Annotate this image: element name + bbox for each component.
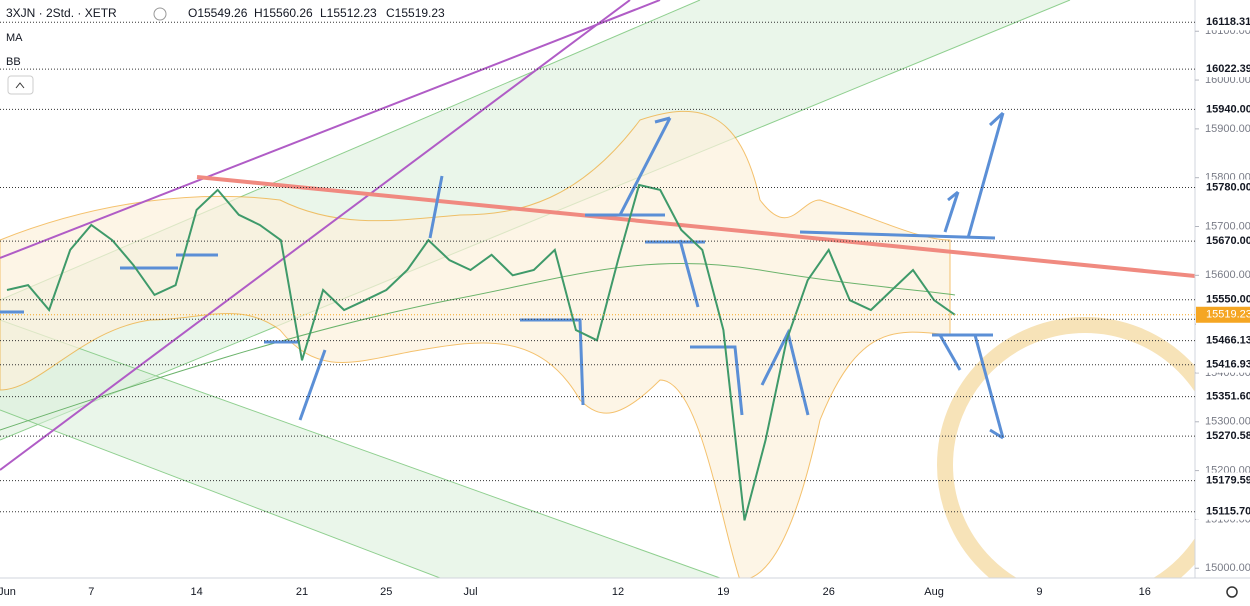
level-label: 15670.00 <box>1206 235 1250 247</box>
level-label: 15179.59 <box>1206 474 1250 486</box>
x-tick-label: 25 <box>380 586 392 598</box>
level-label-box <box>1196 101 1250 118</box>
x-tick-label: 14 <box>191 586 203 598</box>
level-label-box <box>1196 61 1250 78</box>
last-price-box <box>1196 306 1250 323</box>
symbol: 3XJN · 2Std. · XETR <box>6 6 117 20</box>
x-tick-label: Jul <box>464 586 478 598</box>
level-label-box <box>1196 388 1250 405</box>
last-price-label: 15519.23 <box>1206 309 1250 321</box>
channel-line <box>0 409 441 578</box>
level-label: 15115.70 <box>1206 506 1250 518</box>
level-label-box <box>1196 428 1250 445</box>
channel-line <box>0 319 721 578</box>
ohlc-open: O15549.26 <box>188 6 248 20</box>
resistance-line <box>196 175 1195 278</box>
x-tick-label: 26 <box>823 586 835 598</box>
plot-area <box>0 21 1195 521</box>
y-tick-label: 15000.00 <box>1205 562 1250 574</box>
level-label-box <box>1196 14 1250 31</box>
arrows <box>0 111 1005 440</box>
watermark <box>937 317 1195 578</box>
x-tick-label: 9 <box>1036 586 1042 598</box>
level-label: 15780.00 <box>1206 181 1250 193</box>
level-label-box <box>1196 472 1250 489</box>
trendline <box>0 0 631 471</box>
collapse-icon <box>15 82 25 89</box>
indicator[interactable]: MA <box>6 32 23 44</box>
indicator[interactable]: BB <box>6 56 21 68</box>
y-tick-label: 15300.00 <box>1205 416 1250 428</box>
ohlc-high: H15560.26 <box>254 6 313 20</box>
price-line <box>6 183 956 521</box>
collapse-button[interactable] <box>7 75 34 95</box>
level-label: 15466.13 <box>1206 335 1250 347</box>
level-label-box <box>1196 503 1250 520</box>
level-label: 15940.00 <box>1206 103 1250 115</box>
y-tick-label: 15600.00 <box>1205 269 1250 281</box>
level-label-box <box>1196 179 1250 196</box>
settings-dot[interactable] <box>153 7 167 21</box>
x-tick-label: 16 <box>1139 586 1151 598</box>
level-label-box <box>1196 233 1250 250</box>
x-tick-label: 12 <box>612 586 624 598</box>
level-label-box <box>1196 356 1250 373</box>
ohlc-low: L15512.23 <box>320 6 377 20</box>
x-tick-label: 7 <box>88 586 94 598</box>
level-label: 15550.00 <box>1206 294 1250 306</box>
level-label: 16118.31 <box>1206 16 1250 28</box>
ohlc-close: C15519.23 <box>386 6 445 20</box>
y-tick-label: 15700.00 <box>1205 220 1250 232</box>
level-label: 16022.39 <box>1206 63 1250 75</box>
y-tick-label: 15900.00 <box>1205 123 1250 135</box>
x-tick-label: Jun <box>0 586 16 598</box>
level-label: 15351.60 <box>1206 391 1250 403</box>
level-label-box <box>1196 291 1250 308</box>
drawings <box>0 0 1195 578</box>
level-label: 15270.58 <box>1206 430 1250 442</box>
x-tick-label: Aug <box>924 586 944 598</box>
trendline <box>0 0 661 259</box>
moving-average <box>0 262 956 431</box>
level-label-box <box>1196 332 1250 349</box>
y-tick-label: 16100.00 <box>1205 25 1250 37</box>
x-tick-label: 19 <box>717 586 729 598</box>
x-tick-label: 21 <box>296 586 308 598</box>
settings-gear[interactable] <box>1226 586 1238 598</box>
level-label: 15416.93 <box>1206 359 1250 371</box>
